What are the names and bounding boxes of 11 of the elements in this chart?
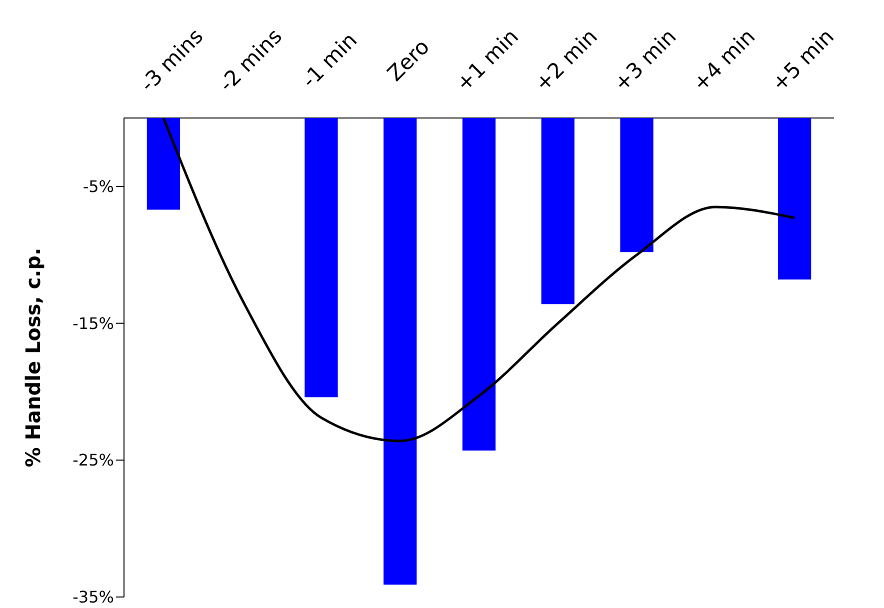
x-tick-label: +2 min: [530, 24, 602, 96]
x-tick-label: +1 min: [451, 24, 524, 96]
y-axis-title: % Handle Loss, c.p.: [21, 248, 45, 468]
y-tick-label: -5%: [82, 177, 114, 196]
x-tick-label: +3 min: [609, 24, 681, 96]
y-tick-label: -35%: [72, 588, 114, 607]
y-tick-label: -25%: [72, 450, 114, 470]
x-tick-label: +5 min: [767, 24, 839, 96]
y-tick-label: -15%: [72, 314, 114, 333]
x-tick-label: +4 min: [688, 24, 760, 96]
x-tick-label: -1 min: [297, 28, 362, 92]
